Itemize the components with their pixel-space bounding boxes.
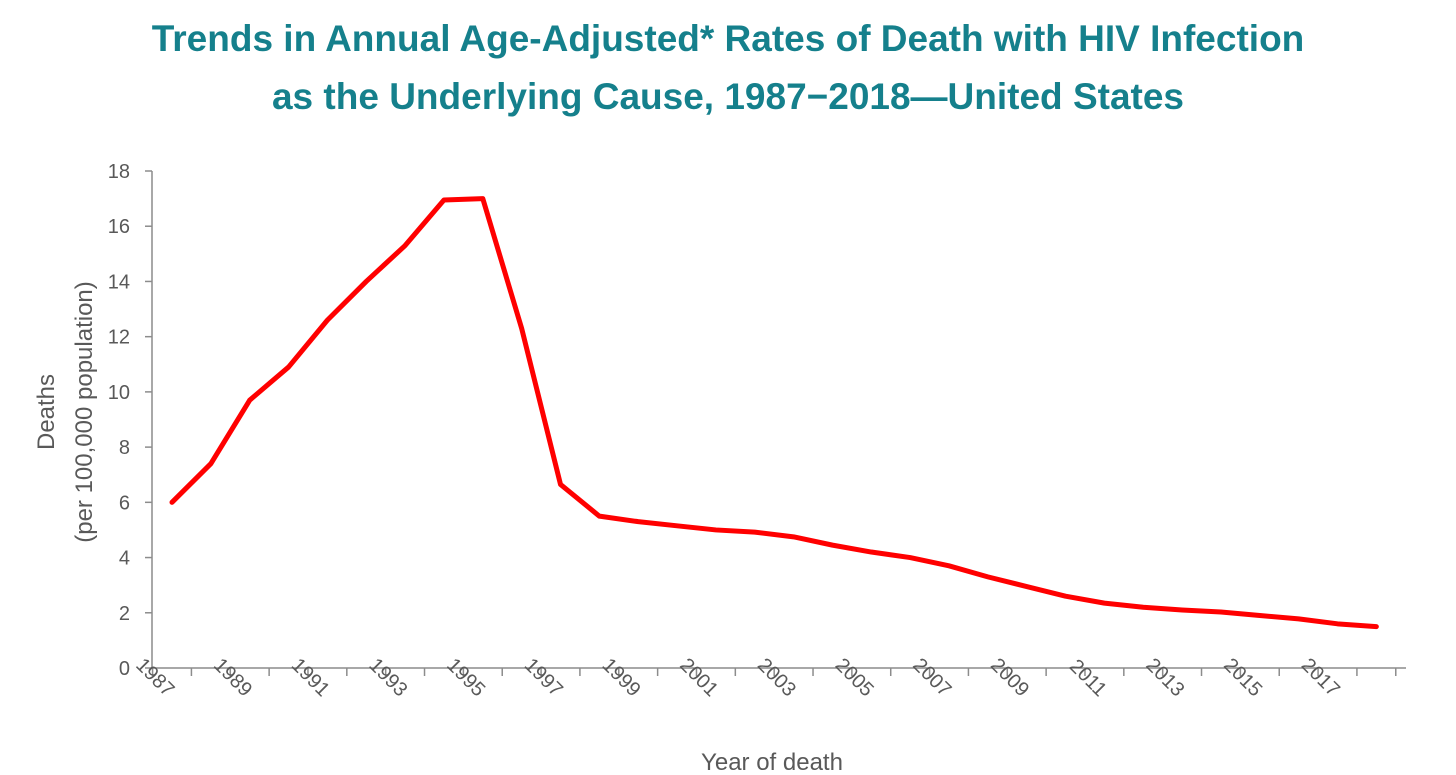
x-tick-label: 1987 — [131, 654, 178, 701]
y-tick-label: 2 — [119, 603, 130, 625]
x-tick-label: 1995 — [442, 654, 489, 701]
x-tick-label: 2011 — [1065, 655, 1111, 701]
y-tick-label: 16 — [108, 216, 130, 238]
x-tick-label: 2009 — [986, 654, 1033, 701]
y-tick-label: 8 — [119, 437, 130, 459]
data-series — [169, 196, 1379, 630]
x-tick-label: 1991 — [287, 654, 334, 701]
y-tick-label: 18 — [108, 161, 130, 183]
axes — [151, 171, 1406, 669]
x-tick-label: 1989 — [209, 654, 256, 701]
x-tick-label: 2005 — [831, 654, 878, 701]
y-axis-ticks: 0 2 4 6 8 10 12 14 16 18 — [108, 161, 152, 680]
x-tick-label: 1997 — [520, 654, 567, 701]
y-tick-label: 4 — [119, 548, 130, 570]
x-tick-label: 2007 — [908, 654, 955, 701]
x-tick-label: 2013 — [1141, 654, 1188, 701]
y-axis-title-line-2: (per 100,000 population) — [71, 281, 98, 543]
y-tick-label: 12 — [108, 327, 130, 349]
chart-title-line-2: as the Underlying Cause, 1987−2018—Unite… — [271, 76, 1184, 117]
series-line — [169, 196, 1379, 630]
x-tick-label: 2001 — [675, 654, 722, 701]
y-tick-label: 0 — [119, 658, 130, 680]
y-tick-label: 6 — [119, 492, 130, 514]
x-tick-label: 2015 — [1219, 654, 1266, 701]
x-tick-label: 1993 — [364, 654, 411, 701]
chart-title-line-1: Trends in Annual Age-Adjusted* Rates of … — [151, 18, 1305, 59]
x-tick-label: 2017 — [1297, 654, 1344, 701]
x-axis-title: Year of death — [701, 749, 843, 775]
chart-title: Trends in Annual Age-Adjusted* Rates of … — [0, 10, 1456, 126]
x-tick-label: 2003 — [753, 654, 800, 701]
x-axis-ticks: 1987 1989 1991 1993 1995 1997 1999 2001 2003 2005… — [131, 654, 1397, 701]
y-tick-label: 14 — [108, 271, 130, 293]
axis-titles: Year of death Deaths (per 100,000 popula… — [33, 281, 843, 775]
y-tick-label: 10 — [108, 382, 130, 404]
x-tick-label: 1999 — [598, 654, 645, 701]
y-axis-title-line-1: Deaths — [33, 374, 60, 450]
